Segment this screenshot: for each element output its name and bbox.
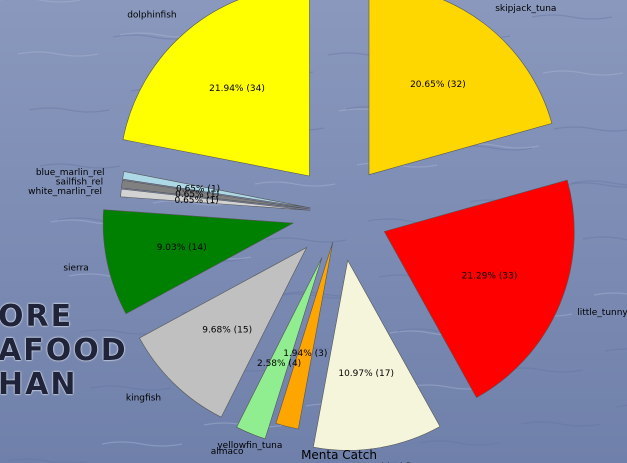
slice-sailfish-rel — [121, 179, 311, 210]
slice-yellowfin-tuna — [275, 242, 334, 430]
ripple — [316, 459, 398, 463]
ripple — [418, 440, 500, 446]
percent-label-almaco: 2.58% (4) — [257, 359, 301, 369]
slice-kingfish — [139, 246, 308, 418]
ripple — [604, 348, 627, 352]
ripple — [520, 421, 602, 427]
chart-title: Menta Catch — [301, 448, 377, 462]
background-banner-text: ORE AFOOD HAN — [0, 300, 128, 402]
percent-label-skipjack-tuna: 20.65% (32) — [410, 80, 466, 90]
ripple — [28, 107, 110, 113]
ripple — [0, 0, 81, 3]
banner-line-1: ORE — [0, 299, 74, 334]
category-label-sierra: sierra — [63, 263, 88, 273]
banner-line-2: AFOOD — [0, 333, 128, 368]
category-label-almaco: almaco — [211, 447, 244, 457]
percent-label-little-tunny: 21.29% (33) — [462, 271, 518, 281]
percent-label-sierra: 9.03% (14) — [157, 243, 207, 253]
ripple — [265, 237, 347, 243]
slice-skipjack-tuna — [368, 0, 553, 176]
percent-label-sailfish-rel: 0.65% (1) — [175, 190, 219, 200]
slice-blackfin-tuna — [312, 259, 441, 451]
ripple — [101, 441, 183, 447]
ripple — [90, 385, 172, 391]
category-label-blue-marlin-rel: blue_marlin_rel — [36, 168, 105, 178]
ripple — [17, 51, 99, 57]
category-label-kingfish: kingfish — [126, 394, 161, 404]
category-label-skipjack-tuna: skipjack_tuna — [495, 4, 556, 14]
category-label-white-marlin-rel: white_marlin_rel — [28, 187, 102, 197]
pie-slices — [102, 0, 575, 451]
ripple — [542, 70, 624, 76]
percent-label-blackfin-tuna: 10.97% (17) — [338, 369, 394, 379]
slice-dolphinfish — [122, 0, 310, 177]
ripple — [593, 292, 627, 296]
ripple — [582, 236, 627, 241]
ripple — [254, 181, 336, 187]
ripple — [152, 200, 234, 206]
slice-white-marlin-rel — [120, 188, 311, 211]
slice-sierra — [102, 209, 295, 315]
slice-little-tunny — [383, 179, 575, 399]
slice-blue-marlin-rel — [122, 171, 311, 209]
percent-label-blue-marlin-rel: 0.65% (1) — [176, 184, 220, 194]
ripple — [564, 182, 627, 188]
category-label-dolphinfish: dolphinfish — [127, 11, 176, 21]
percent-label-white-marlin-rel: 0.65% (1) — [174, 196, 218, 206]
ripple — [553, 126, 627, 132]
banner-line-3: HAN — [0, 367, 78, 402]
ripple — [39, 163, 121, 169]
percent-label-kingfish: 9.68% (15) — [202, 325, 252, 335]
slice-almaco — [236, 257, 323, 440]
ripple — [531, 14, 613, 20]
category-label-sailfish-rel: sailfish_rel — [56, 178, 103, 188]
percent-label-yellowfin-tuna: 1.94% (3) — [283, 349, 327, 359]
ripple — [571, 180, 627, 186]
pie-labels: 20.65% (32) skipjack_tuna 21.29% (33) littl… — [28, 4, 627, 463]
category-label-yellowfin-tuna: yellowfin_tuna — [217, 441, 282, 451]
percent-label-dolphinfish: 21.94% (34) — [209, 84, 265, 94]
category-label-little-tunny: little_tunny — [577, 308, 627, 318]
